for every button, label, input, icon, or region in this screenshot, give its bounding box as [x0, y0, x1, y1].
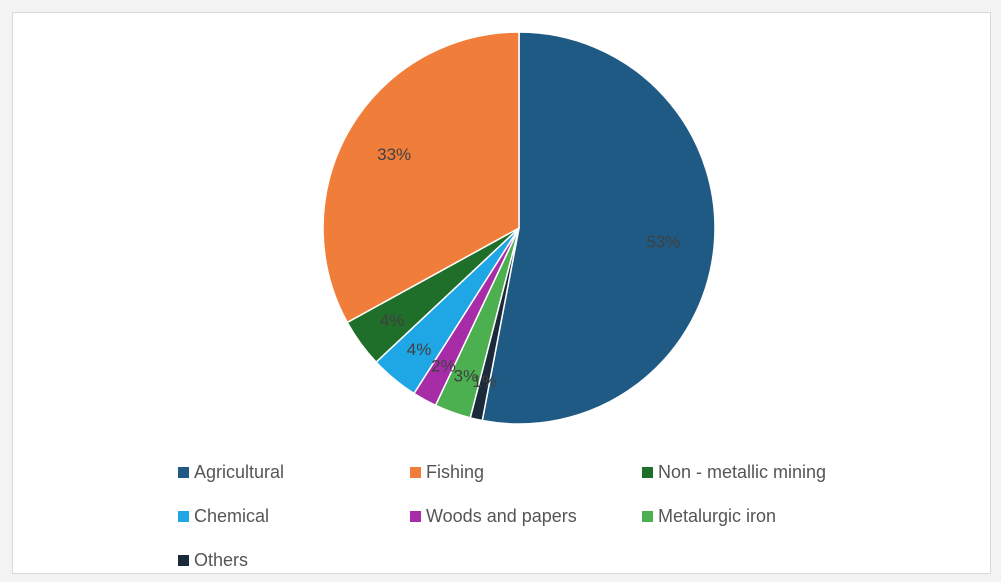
- pie-data-labels: 53%1%3%2%4%4%33%: [377, 145, 680, 391]
- legend-label: Agricultural: [194, 461, 285, 482]
- legend-label: Chemical: [194, 505, 270, 526]
- pie-data-label: 1%: [473, 372, 498, 391]
- legend-item-non-metallic-mining: Non - metallic mining: [642, 461, 902, 483]
- chart-legend: Agricultural Fishing Non - metallic mini…: [178, 461, 938, 571]
- legend-item-fishing: Fishing: [410, 461, 642, 483]
- legend-label: Metalurgic iron: [658, 505, 777, 526]
- legend-item-metalurgic-iron: Metalurgic iron: [642, 505, 902, 527]
- chart-area: 53% 1% 3% 2% 4% 4% 33% Agricultural Fishing No…: [12, 12, 991, 574]
- legend-swatch: [178, 510, 189, 522]
- legend-item-woods-and-papers: Woods and papers: [410, 505, 642, 527]
- pie-data-label: 33%: [377, 145, 411, 164]
- legend-swatch: [178, 554, 189, 566]
- legend-label: Woods and papers: [426, 505, 577, 526]
- pie-data-label: 4%: [380, 311, 405, 330]
- legend-swatch: [642, 510, 653, 522]
- legend-item-others: Others: [178, 549, 410, 571]
- legend-label: Non - metallic mining: [658, 461, 827, 482]
- pie-chart: 53%1%3%2%4%4%33%: [322, 31, 716, 425]
- pie-slice: [481, 31, 716, 425]
- legend-swatch: [410, 510, 421, 522]
- pie-data-label: 2%: [431, 356, 456, 375]
- legend-swatch: [178, 466, 189, 478]
- legend-swatch: [642, 466, 653, 478]
- legend-item-agricultural: Agricultural: [178, 461, 410, 483]
- pie-data-label: 4%: [407, 340, 432, 359]
- legend-label: Fishing: [426, 461, 485, 482]
- pie-slice: [322, 31, 520, 324]
- legend-item-chemical: Chemical: [178, 505, 410, 527]
- pie-data-label: 53%: [646, 233, 680, 252]
- pie-data-label: 3%: [454, 367, 479, 386]
- legend-label: Others: [194, 549, 249, 570]
- pie-slices: [322, 31, 716, 425]
- legend-swatch: [410, 466, 421, 478]
